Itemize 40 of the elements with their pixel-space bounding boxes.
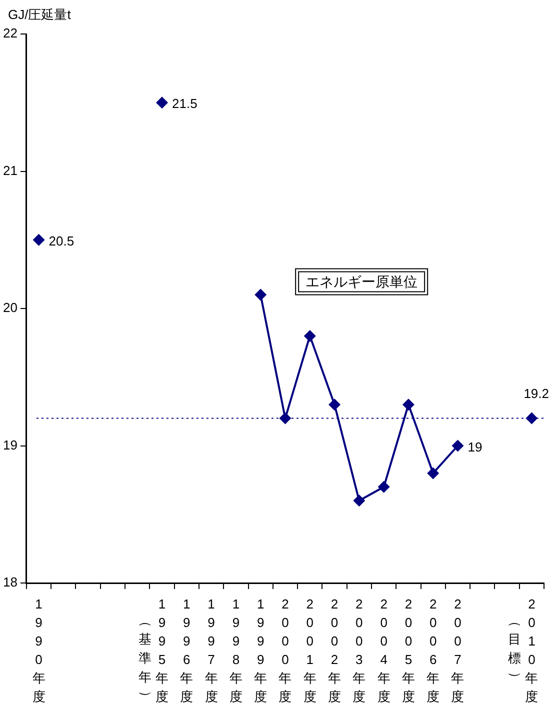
point [353, 494, 366, 507]
point [32, 234, 45, 246]
point [156, 96, 168, 109]
x-tick-label: 2007年度 [451, 596, 464, 704]
x-tick-label: 2003年度 [352, 596, 366, 704]
x-tick-label: 2000年度 [278, 596, 292, 704]
x-tick-label: 2005年度 [402, 596, 415, 704]
x-tick-label: 1990年度 [32, 596, 46, 704]
y-tick-label: 18 [2, 574, 18, 590]
point [254, 288, 267, 301]
point [328, 398, 341, 411]
y-tick-label: 20 [2, 300, 18, 316]
x-tick-label: 1996年度 [180, 596, 194, 704]
data-label: 21.5 [172, 96, 198, 112]
data-label: 20.5 [48, 233, 74, 248]
y-tick-label: 19 [2, 437, 18, 452]
x-tick-label: 2002年度 [328, 596, 342, 704]
text: エネルギー原単位 [306, 274, 418, 290]
point [452, 440, 464, 452]
x-tick-label: 2006年度 [426, 596, 440, 704]
text: （目標） [508, 614, 524, 684]
point [427, 467, 440, 480]
x-tick-label: 2004年度 [377, 596, 390, 704]
x-tick-label: 1995年度 [156, 596, 169, 704]
point [378, 480, 390, 493]
data-label: 19.2 [524, 386, 549, 401]
point [402, 398, 414, 411]
x-tick-label: 1999年度 [254, 596, 268, 704]
x-tick-label: 1998年度 [229, 596, 242, 704]
data-label: 19 [468, 439, 482, 454]
x-tick-label: 2001年度 [303, 596, 316, 704]
text: （基準年） [138, 614, 154, 704]
point [526, 412, 538, 424]
y-axis-title: GJ/圧延量t [8, 6, 71, 24]
x-tick-label: 2010年度 [525, 596, 538, 704]
y-tick-label: 21 [2, 162, 18, 178]
point [279, 412, 292, 424]
point [304, 330, 316, 342]
y-tick-label: 22 [2, 26, 18, 41]
x-tick-label: 1997年度 [204, 596, 218, 704]
